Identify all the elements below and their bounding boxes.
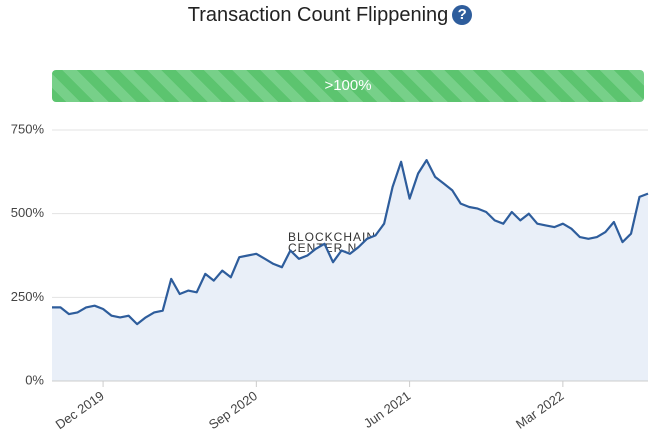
- x-tick-label: Sep 2020: [206, 388, 260, 432]
- x-tick-label: Jun 2021: [361, 388, 413, 431]
- y-tick-label: 500%: [11, 205, 45, 220]
- y-tick-label: 750%: [11, 121, 45, 136]
- help-icon[interactable]: ?: [452, 5, 473, 25]
- x-tick-label: Dec 2019: [53, 388, 107, 432]
- area: [52, 160, 648, 381]
- y-tick-label: 0%: [25, 372, 44, 387]
- progress-label: >100%: [324, 77, 372, 94]
- chart-title: Transaction Count Flippening: [187, 4, 449, 26]
- progress-bar: >100%: [52, 70, 644, 102]
- watermark: BLOCKCHAIN: [288, 230, 376, 244]
- line: [52, 159, 649, 326]
- y-tick-label: 250%: [11, 289, 45, 304]
- title-row: Transaction Count Flippening?: [0, 4, 660, 27]
- x-tick-label: Mar 2022: [513, 388, 567, 432]
